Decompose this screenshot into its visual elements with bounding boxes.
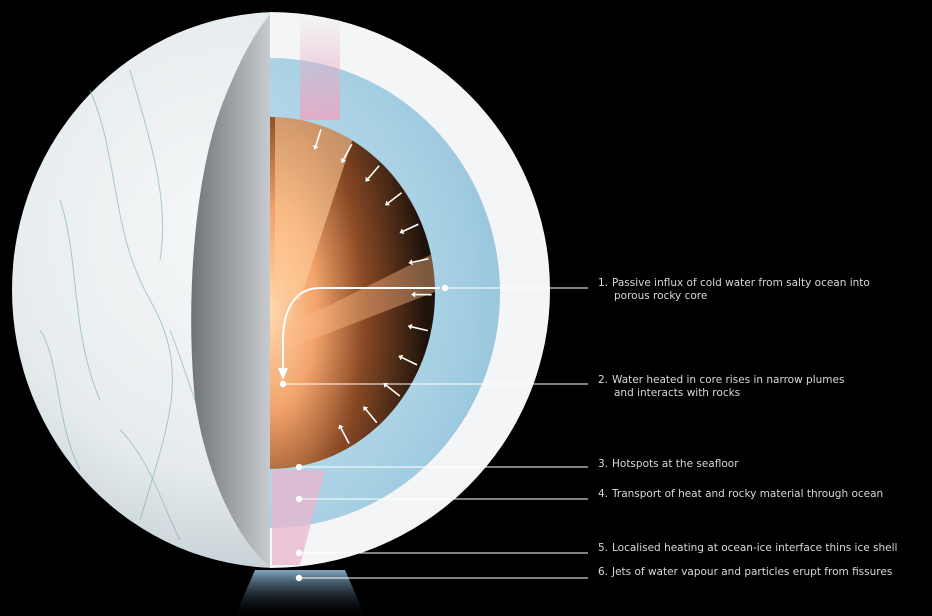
inflow-arrow-shaft bbox=[315, 129, 322, 147]
callout-marker-dot bbox=[295, 463, 303, 471]
inflow-arrow-head bbox=[338, 424, 344, 430]
callout-number: 2. bbox=[598, 374, 608, 386]
callout-2: 2. Water heated in core rises in narrow p… bbox=[279, 374, 844, 399]
inflow-arrow-shaft bbox=[340, 427, 350, 444]
inflow-arrow-shaft bbox=[387, 192, 403, 204]
callout-text: Localised heating at ocean-ice interface… bbox=[612, 542, 897, 554]
callout-marker-dot bbox=[279, 380, 287, 388]
inflow-arrow-head bbox=[407, 323, 413, 330]
callout-number: 1. bbox=[598, 277, 608, 289]
callout-text: porous rocky core bbox=[614, 290, 707, 302]
inflow-arrow-shaft bbox=[342, 143, 353, 160]
callout-3: 3. Hotspots at the seafloor bbox=[295, 458, 739, 471]
inflow-arrow-head bbox=[398, 354, 404, 361]
callout-number: 4. bbox=[598, 488, 608, 500]
inflow-arrow-head bbox=[411, 291, 416, 298]
inflow-arrow-shaft bbox=[402, 223, 419, 232]
callout-number: 6. bbox=[598, 566, 608, 578]
callout-4: 4. Transport of heat and rocky material t… bbox=[295, 488, 883, 503]
callout-6: 6. Jets of water vapour and particles eru… bbox=[295, 566, 892, 582]
inflow-arrow-head bbox=[408, 259, 413, 266]
callout-number: 3. bbox=[598, 458, 608, 470]
inflow-arrow-head bbox=[384, 200, 390, 206]
inflow-arrow-shaft bbox=[401, 356, 418, 366]
inflow-arrow-shaft bbox=[412, 257, 429, 264]
inflow-arrow-head bbox=[399, 228, 405, 234]
callout-5: 5. Localised heating at ocean-ice interfa… bbox=[295, 542, 897, 557]
callout-text: Water heated in core rises in narrow plu… bbox=[612, 374, 844, 386]
callouts: 1. Passive influx of cold water from salt… bbox=[279, 277, 897, 582]
inflow-arrow-shaft bbox=[367, 165, 380, 180]
inflow-arrows bbox=[312, 129, 432, 444]
ocean-plume-bottom bbox=[272, 470, 325, 565]
inflow-arrow-head bbox=[363, 406, 369, 412]
inflow-arrow-shaft bbox=[411, 326, 428, 332]
callout-text: Transport of heat and rocky material thr… bbox=[611, 488, 883, 500]
circulation-arrow bbox=[278, 287, 440, 380]
inflow-arrow-head bbox=[365, 176, 371, 182]
inflow-arrow-head bbox=[312, 145, 319, 150]
callout-1: 1. Passive influx of cold water from salt… bbox=[441, 277, 870, 302]
callout-text: Hotspots at the seafloor bbox=[612, 458, 739, 470]
inflow-arrow-head bbox=[340, 157, 347, 163]
core-hot-plumes bbox=[275, 117, 435, 350]
south-polar-jet bbox=[235, 570, 365, 616]
callout-marker-dot bbox=[441, 284, 449, 292]
cross-section bbox=[270, 12, 550, 568]
callout-number: 5. bbox=[598, 542, 608, 554]
callout-marker-dot bbox=[295, 574, 303, 582]
ocean-plume-top bbox=[300, 15, 340, 120]
callout-text: and interacts with rocks bbox=[614, 387, 740, 399]
inflow-arrow-shaft bbox=[385, 384, 401, 397]
callout-text: Passive influx of cold water from salty … bbox=[612, 277, 870, 289]
callout-marker-dot bbox=[295, 549, 303, 557]
callout-marker-dot bbox=[295, 495, 303, 503]
callout-text: Jets of water vapour and particles erupt… bbox=[611, 566, 892, 578]
ice-shell-cut-rim bbox=[191, 12, 272, 568]
inflow-arrow-shaft bbox=[365, 408, 378, 424]
